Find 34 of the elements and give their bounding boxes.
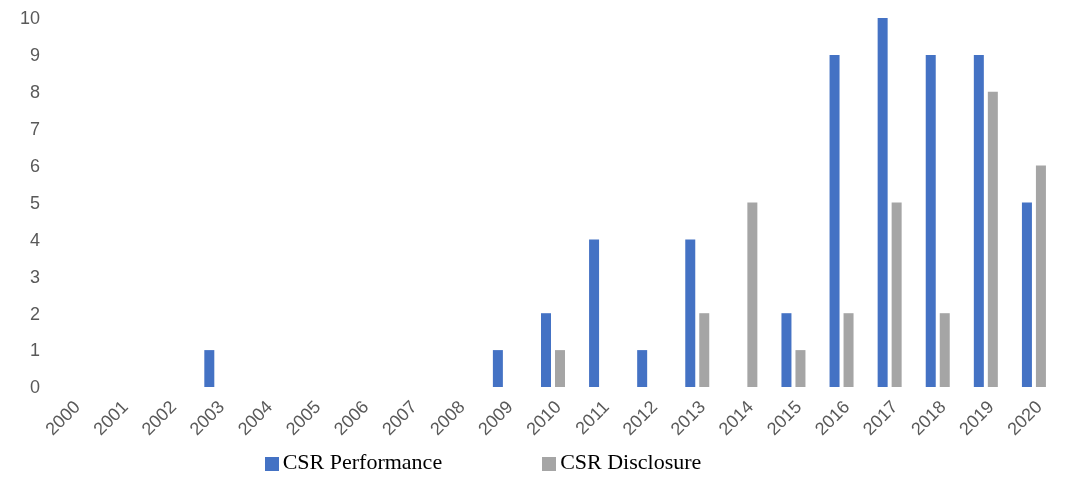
bar [540, 313, 551, 387]
y-tick-label: 6 [29, 155, 40, 176]
bar [1021, 202, 1032, 387]
bar [637, 350, 648, 387]
bar [925, 54, 936, 387]
y-tick-label: 7 [29, 119, 40, 140]
legend-label: CSR Disclosure [560, 449, 702, 474]
y-tick-label: 3 [29, 266, 40, 287]
bar [987, 91, 998, 387]
bar [973, 54, 984, 387]
y-tick-label: 2 [29, 303, 40, 324]
bar [1035, 165, 1046, 387]
y-tick-label: 10 [19, 8, 40, 29]
bar [699, 313, 710, 387]
bar [891, 202, 902, 387]
bar [747, 202, 758, 387]
bar [554, 350, 565, 387]
bar [685, 239, 696, 387]
bar [877, 18, 888, 387]
y-tick-label: 5 [29, 192, 40, 213]
bar [204, 350, 215, 387]
y-tick-label: 0 [29, 377, 40, 398]
y-tick-label: 1 [29, 340, 40, 361]
bar [492, 350, 503, 387]
bar [939, 313, 950, 387]
bar [843, 313, 854, 387]
bar [795, 350, 806, 387]
bar [781, 313, 792, 387]
y-tick-label: 9 [29, 45, 40, 66]
bar [589, 239, 600, 387]
legend-label: CSR Performance [282, 449, 443, 474]
y-tick-label: 8 [29, 82, 40, 103]
y-tick-label: 4 [29, 229, 40, 250]
bar [829, 54, 840, 387]
